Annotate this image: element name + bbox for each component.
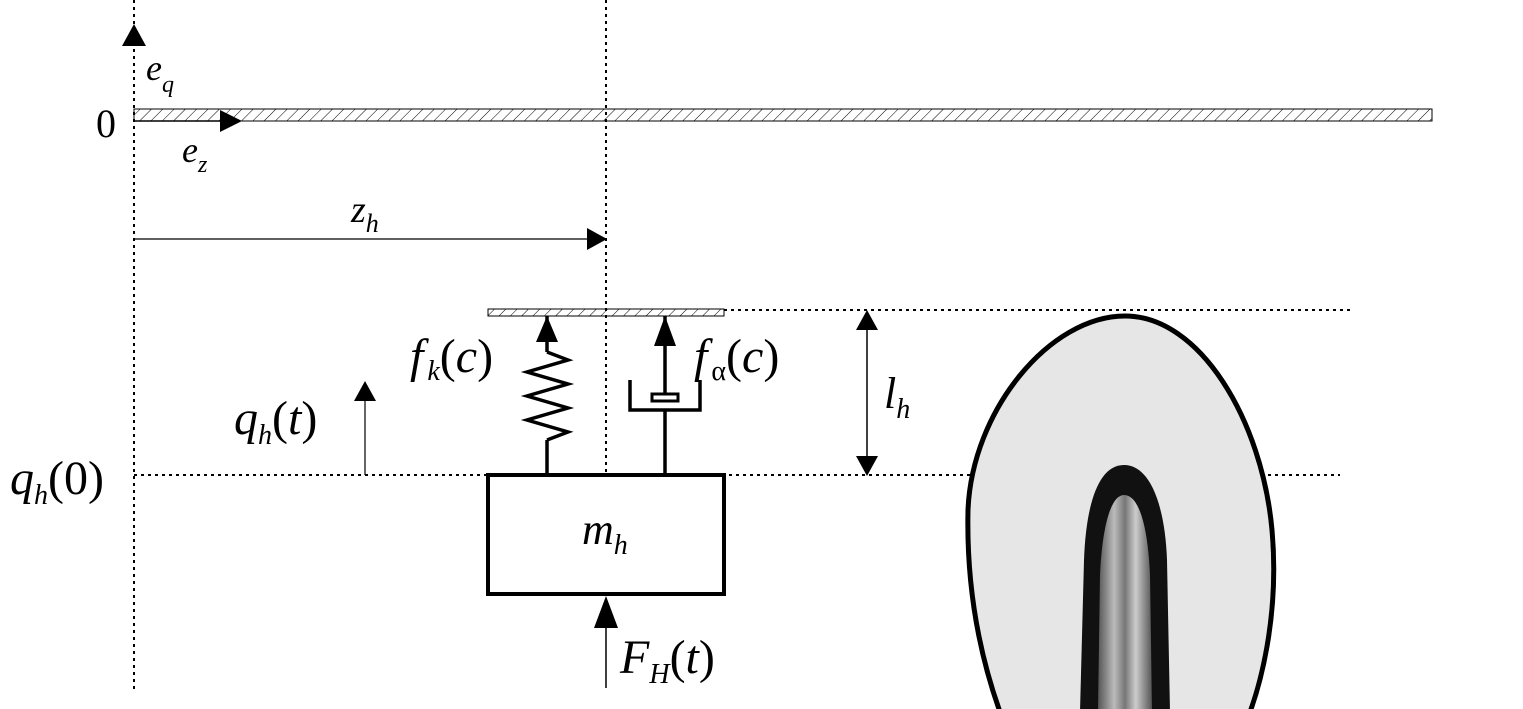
spring	[520, 316, 575, 475]
force-arrowhead	[594, 596, 618, 628]
z-h-arrowhead	[587, 228, 607, 250]
attachment-hatch	[487, 308, 725, 317]
q-h-0-label: qh(0)	[10, 452, 104, 511]
q-h-t-label: qh(t)	[234, 392, 317, 451]
drop-illustration	[965, 313, 1277, 709]
force-label: FH(t)	[619, 631, 715, 690]
damper	[628, 316, 702, 475]
mass-box	[486, 473, 726, 596]
top-ground-hatch	[133, 108, 1433, 122]
e-z-label: ez	[182, 130, 208, 178]
e-q-arrowhead	[122, 24, 146, 46]
z-h-label: zh	[350, 189, 379, 238]
mass-label: mh	[582, 505, 628, 561]
l-h-dimension-arrow	[856, 310, 878, 476]
zero-label: 0	[96, 101, 116, 146]
e-z-arrowhead	[220, 110, 242, 132]
f-k-label: f k(c)	[410, 330, 493, 387]
f-alpha-label: f α(c)	[694, 330, 779, 387]
l-h-label: lh	[884, 369, 910, 425]
q-h-t-arrowhead	[354, 381, 376, 401]
e-q-label: eq	[146, 48, 174, 98]
